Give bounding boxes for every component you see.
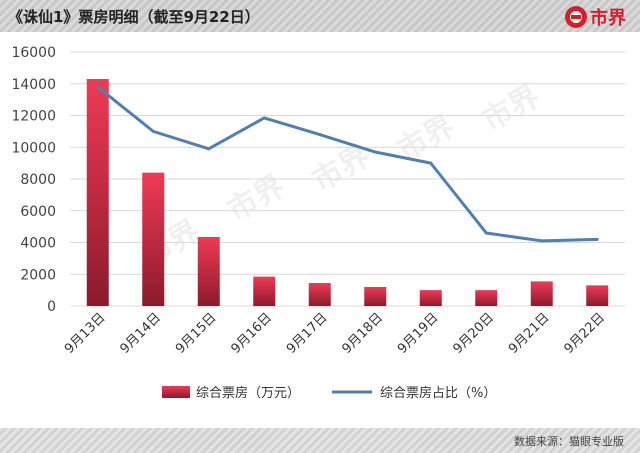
line-point — [262, 116, 266, 120]
line-point — [207, 147, 211, 151]
brand-logo: 市界 — [565, 4, 626, 30]
line-point — [540, 239, 544, 243]
x-tick-label: 9月18日 — [340, 310, 387, 357]
footer-bar: 数据来源：猫眼专业版 — [0, 428, 640, 453]
y-tick-label: 14000 — [11, 77, 56, 93]
x-tick-label: 9月17日 — [284, 310, 331, 357]
y-axis: 0 2000 4000 6000 8000 10000 12000 14000 16000 — [11, 45, 56, 315]
line-point — [484, 231, 488, 235]
y-tick-label: 12000 — [11, 109, 56, 125]
line-point — [151, 129, 155, 133]
x-tick-label: 9月14日 — [118, 310, 165, 357]
brand-icon — [565, 6, 587, 28]
line-point — [595, 237, 599, 241]
legend-line-label: 综合票房占比（%） — [380, 385, 496, 401]
x-tick-label: 9月19日 — [395, 310, 442, 357]
bar — [364, 286, 387, 306]
chart-title: 《诛仙1》票房明细（截至9月22日） — [8, 8, 260, 26]
y-tick-label: 4000 — [20, 236, 56, 252]
y-tick-label: 2000 — [20, 267, 56, 283]
y-tick-label: 0 — [47, 299, 56, 315]
title-bar: 《诛仙1》票房明细（截至9月22日） 市界 — [0, 0, 640, 32]
legend-bar-swatch — [162, 386, 190, 398]
bar — [419, 290, 442, 306]
x-tick-label: 9月13日 — [62, 310, 109, 357]
watermark-text: 市界 — [222, 169, 291, 229]
bar — [530, 281, 553, 306]
y-tick-label: 6000 — [20, 204, 56, 220]
line-point — [318, 133, 322, 137]
line-series — [96, 85, 599, 243]
line-point — [373, 150, 377, 154]
y-tick-label: 10000 — [11, 140, 56, 156]
bar-series — [86, 78, 609, 306]
bar — [475, 290, 498, 306]
brand-name: 市界 — [590, 8, 626, 29]
x-axis: 9月13日 9月14日 9月15日 9月16日 9月17日 9月18日 9月19日 9月20日… — [62, 310, 608, 357]
bar — [142, 172, 165, 306]
bar — [86, 78, 109, 306]
watermark-text: 市界 — [392, 109, 461, 169]
x-tick-label: 9月16日 — [229, 310, 276, 357]
line-path — [96, 85, 598, 243]
line-point — [429, 161, 433, 165]
watermark-text: 市界 — [477, 79, 546, 139]
bar — [308, 282, 331, 306]
x-tick-label: 9月22日 — [562, 310, 609, 357]
x-tick-label: 9月21日 — [506, 310, 553, 357]
x-tick-label: 9月15日 — [173, 310, 220, 357]
y-tick-label: 8000 — [20, 172, 56, 188]
bar — [253, 276, 276, 306]
line-point — [96, 85, 100, 89]
bar — [586, 285, 609, 306]
y-tick-label: 16000 — [11, 45, 56, 61]
bar — [197, 236, 220, 306]
x-tick-label: 9月20日 — [451, 310, 498, 357]
legend: 综合票房（万元） 综合票房占比（%） — [162, 385, 496, 401]
legend-bar-label: 综合票房（万元） — [196, 385, 300, 401]
data-source: 数据来源：猫眼专业版 — [514, 435, 624, 448]
